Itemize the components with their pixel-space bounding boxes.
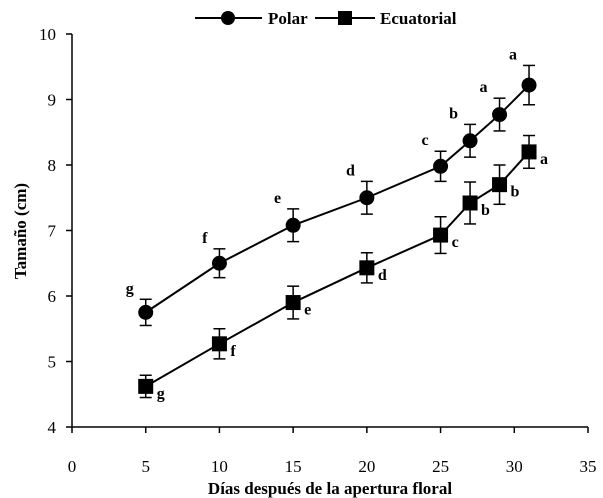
y-tick-label: 10	[39, 25, 56, 44]
data-point	[359, 260, 375, 276]
axes	[71, 34, 588, 428]
y-tick-label: 8	[48, 156, 57, 175]
data-point	[285, 295, 301, 311]
significance-label: g	[126, 280, 134, 297]
significance-label: c	[421, 132, 428, 149]
x-tick-label: 15	[285, 457, 302, 476]
data-point	[138, 304, 154, 320]
data-point	[521, 144, 537, 160]
legend-entry-polar: Polar	[195, 9, 308, 28]
ticks: 0 5 10 15 20 25 30 35 4 5 6 7 8 9 10	[39, 25, 597, 476]
y-tick-label: 4	[48, 418, 57, 437]
y-axis-title: Tamaño (cm)	[11, 183, 30, 279]
x-tick-label: 5	[141, 457, 150, 476]
data-point	[433, 227, 449, 243]
y-tick-label: 5	[48, 353, 57, 372]
data-point	[211, 255, 227, 271]
y-tick-label: 9	[48, 91, 57, 110]
y-tick-label: 7	[48, 222, 57, 241]
x-tick-label: 10	[211, 457, 228, 476]
series-polar: g f e d c b a a	[126, 46, 537, 327]
significance-label: a	[540, 151, 548, 168]
data-point	[462, 133, 478, 149]
x-tick-label: 25	[432, 457, 449, 476]
legend-label-ecuatorial: Ecuatorial	[380, 9, 457, 28]
legend-entry-ecuatorial: Ecuatorial	[315, 9, 457, 28]
significance-label: d	[346, 162, 355, 179]
significance-label: c	[452, 234, 459, 251]
data-point	[138, 378, 154, 394]
significance-label: f	[230, 343, 236, 360]
significance-label: f	[202, 230, 208, 247]
significance-label: e	[304, 302, 311, 319]
x-tick-label: 35	[580, 457, 597, 476]
x-tick-label: 30	[506, 457, 523, 476]
x-tick-label: 0	[68, 457, 77, 476]
significance-label: b	[449, 105, 458, 122]
data-point	[462, 195, 478, 211]
legend-label-polar: Polar	[268, 9, 308, 28]
data-point	[492, 177, 508, 193]
significance-label: a	[480, 79, 488, 96]
significance-label: e	[274, 190, 281, 207]
significance-label: d	[378, 267, 387, 284]
plot-area: g f e d c b a a g f e d c b b a	[126, 46, 548, 402]
significance-label: a	[509, 46, 517, 63]
series-ecuatorial: g f e d c b b a	[138, 134, 548, 402]
series-line	[145, 151, 530, 388]
significance-label: g	[157, 385, 165, 402]
legend: Polar Ecuatorial	[195, 9, 457, 28]
data-point	[433, 158, 449, 174]
significance-label: b	[511, 184, 520, 201]
data-point	[492, 107, 508, 123]
data-point	[521, 77, 537, 93]
data-point	[285, 217, 301, 233]
data-point	[211, 336, 227, 352]
y-tick-label: 6	[48, 287, 57, 306]
data-point	[359, 190, 375, 206]
x-axis-title: Días después de la apertura floral	[208, 479, 452, 498]
x-tick-label: 20	[358, 457, 375, 476]
significance-label: b	[481, 202, 490, 219]
